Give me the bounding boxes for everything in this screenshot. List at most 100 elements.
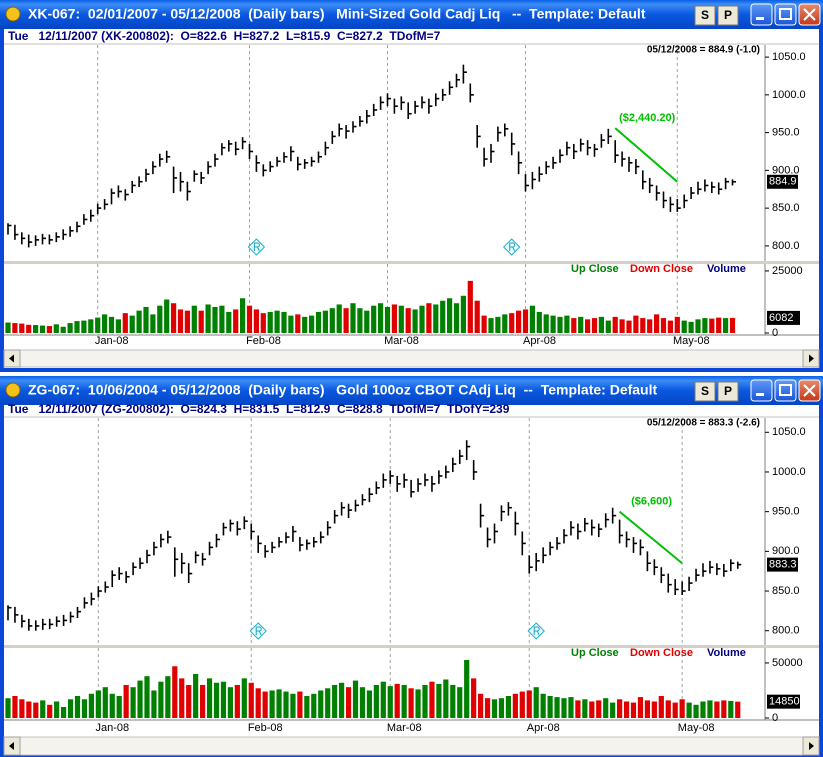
panel-separator bbox=[4, 645, 819, 648]
window-title: XK-067: 02/01/2007 - 05/12/2008 (Daily b… bbox=[28, 6, 646, 22]
volume-bar bbox=[283, 691, 289, 718]
volume-bar bbox=[735, 701, 741, 718]
volume-bar bbox=[234, 684, 240, 718]
volume-bar bbox=[39, 325, 46, 333]
volume-bar bbox=[255, 688, 261, 718]
volume-bar bbox=[74, 695, 81, 718]
max-glyph bbox=[779, 384, 792, 396]
volume-bar bbox=[54, 701, 60, 718]
arrow-left bbox=[9, 354, 14, 363]
volume-bar bbox=[295, 314, 301, 333]
panel-separator bbox=[4, 261, 819, 264]
volume-bar bbox=[290, 693, 296, 718]
title-bar bbox=[0, 0, 823, 29]
volume-bar bbox=[88, 319, 94, 333]
volume-bar bbox=[693, 704, 699, 718]
volume-bar bbox=[241, 678, 247, 718]
volume-bar bbox=[165, 676, 171, 718]
app-icon bbox=[5, 382, 21, 398]
volume-bar bbox=[674, 316, 680, 333]
volume-bar bbox=[129, 315, 135, 333]
volume-bar bbox=[122, 313, 128, 333]
x-tick-label: May-08 bbox=[673, 335, 710, 347]
tool-button[interactable] bbox=[717, 381, 739, 402]
volume-bar bbox=[267, 311, 273, 333]
volume-bar bbox=[26, 324, 32, 333]
minimize-button[interactable] bbox=[750, 379, 773, 402]
volume-bar bbox=[184, 310, 190, 333]
tool-button[interactable] bbox=[694, 381, 716, 402]
scrollbar[interactable] bbox=[3, 349, 820, 368]
volume-bar bbox=[5, 322, 11, 333]
tool-button[interactable] bbox=[717, 5, 739, 26]
volume-bar bbox=[33, 702, 39, 718]
volume-bar bbox=[453, 303, 460, 333]
volume-bar bbox=[612, 316, 618, 333]
volume-bar bbox=[95, 317, 101, 333]
volume-bar bbox=[582, 699, 588, 718]
volume-bar bbox=[647, 319, 653, 333]
volume-bar bbox=[115, 319, 121, 333]
x-tick-label: May-08 bbox=[678, 722, 715, 734]
y-tick-label: 950.0 bbox=[772, 506, 800, 518]
y-tick-label: 900.0 bbox=[772, 164, 800, 176]
maximize-button[interactable] bbox=[774, 3, 797, 26]
tool-button-label[interactable]: S bbox=[701, 8, 709, 22]
volume-bar bbox=[200, 684, 206, 718]
x-tick-label: Mar-08 bbox=[384, 335, 419, 347]
maximize-button[interactable] bbox=[774, 379, 797, 402]
volume-bar bbox=[281, 311, 287, 333]
tool-button[interactable] bbox=[694, 5, 716, 26]
scrollbar[interactable] bbox=[3, 736, 820, 756]
volume-bar bbox=[297, 691, 303, 718]
y-tick-label: 1050.0 bbox=[772, 51, 806, 63]
volume-bar bbox=[304, 695, 310, 718]
volume-bar bbox=[686, 702, 692, 718]
volume-bar bbox=[151, 690, 157, 718]
volume-bar bbox=[339, 682, 345, 718]
volume-bar bbox=[495, 316, 501, 333]
volume-bar bbox=[568, 697, 574, 718]
volume-bar bbox=[716, 317, 722, 333]
volume-bar bbox=[605, 320, 611, 333]
y-tick-label: 950.0 bbox=[772, 127, 800, 139]
volume-bar bbox=[193, 673, 199, 718]
last-value-label: 883.3 bbox=[769, 559, 797, 571]
volume-bar bbox=[46, 326, 52, 333]
volume-bar bbox=[536, 311, 542, 333]
minimize-button[interactable] bbox=[750, 3, 773, 26]
volume-bar bbox=[206, 678, 213, 718]
volume-bar bbox=[60, 326, 66, 333]
close-glyph bbox=[803, 8, 816, 21]
legend-entry: Down Close bbox=[630, 263, 693, 275]
arrow-left bbox=[9, 742, 14, 750]
volume-bar bbox=[198, 310, 204, 333]
volume-bar bbox=[233, 309, 239, 333]
tool-button-label[interactable]: S bbox=[701, 384, 709, 398]
volume-bar bbox=[617, 699, 623, 718]
tool-button-label[interactable]: P bbox=[724, 384, 732, 398]
volume-bar bbox=[640, 318, 646, 333]
y-tick-label: 800.0 bbox=[772, 625, 800, 637]
volume-bar bbox=[564, 315, 570, 333]
volume-bar bbox=[707, 700, 713, 718]
volume-bar bbox=[130, 687, 136, 718]
volume-bar bbox=[623, 701, 630, 718]
volume-bar bbox=[260, 313, 266, 333]
volume-bar bbox=[213, 682, 220, 718]
volume-bar bbox=[164, 299, 170, 333]
last-value-box bbox=[767, 557, 798, 572]
volume-bar bbox=[309, 315, 315, 333]
volume-bar bbox=[721, 700, 727, 718]
tool-button-label[interactable]: P bbox=[724, 8, 732, 22]
volume-bar bbox=[440, 300, 446, 333]
volume-bar bbox=[391, 304, 397, 333]
volume-bar bbox=[269, 690, 275, 718]
app-icon bbox=[5, 6, 21, 22]
volume-bar bbox=[220, 681, 227, 718]
rollover-glyph bbox=[509, 242, 516, 252]
volume-bar bbox=[150, 314, 156, 333]
volume-bar bbox=[554, 697, 560, 718]
